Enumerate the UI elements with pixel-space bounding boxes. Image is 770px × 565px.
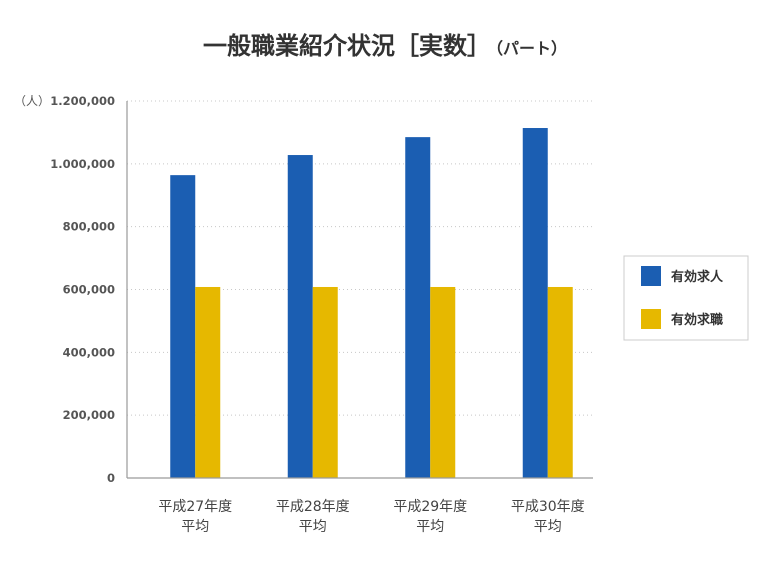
x-tick-label: 平均	[534, 519, 562, 535]
job-seekers-bar	[430, 286, 456, 478]
y-axis-unit-label: （人）	[14, 94, 50, 108]
x-tick-label: 平成30年度	[511, 499, 585, 515]
job-seekers-legend-swatch	[641, 309, 661, 329]
job-openings-legend-label: 有効求人	[671, 269, 724, 285]
job-seekers-bar	[195, 286, 221, 478]
x-tick-label: 平均	[181, 519, 209, 535]
y-tick-label: 200,000	[63, 408, 115, 422]
job-seekers-legend-label: 有効求職	[671, 312, 723, 328]
chart-title: 一般職業紹介状況［実数］ （パート）	[203, 32, 567, 60]
chart-title-main: 一般職業紹介状況［実数］	[203, 32, 491, 60]
job-seekers-bar	[312, 286, 338, 478]
job-openings-bar	[170, 175, 196, 479]
x-tick-label: 平成27年度	[158, 499, 232, 515]
job-openings-legend-swatch	[641, 266, 661, 286]
job-openings-bar	[522, 128, 548, 479]
y-tick-label: 800,000	[63, 220, 115, 234]
job-openings-bar	[405, 137, 431, 479]
job-openings-bar	[287, 155, 313, 478]
bars	[170, 128, 573, 479]
x-tick-label: 平均	[299, 519, 327, 535]
job-seekers-bar	[547, 286, 573, 478]
y-tick-label: 600,000	[63, 283, 115, 297]
chart-title-suffix: （パート）	[495, 39, 567, 58]
gridlines	[127, 100, 593, 416]
x-tick-label: 平均	[416, 519, 444, 535]
y-axis-tick-labels: 0 200,000 400,000 600,000 800,000 1.000,000 1.…	[50, 94, 115, 485]
y-tick-label: 400,000	[63, 345, 115, 359]
y-tick-label: 1.000,000	[50, 157, 115, 171]
x-tick-label: 平成28年度	[276, 499, 350, 515]
y-tick-label: 0	[107, 471, 115, 485]
x-tick-label: 平成29年度	[393, 499, 467, 515]
y-tick-label: 1.200,000	[50, 94, 115, 108]
